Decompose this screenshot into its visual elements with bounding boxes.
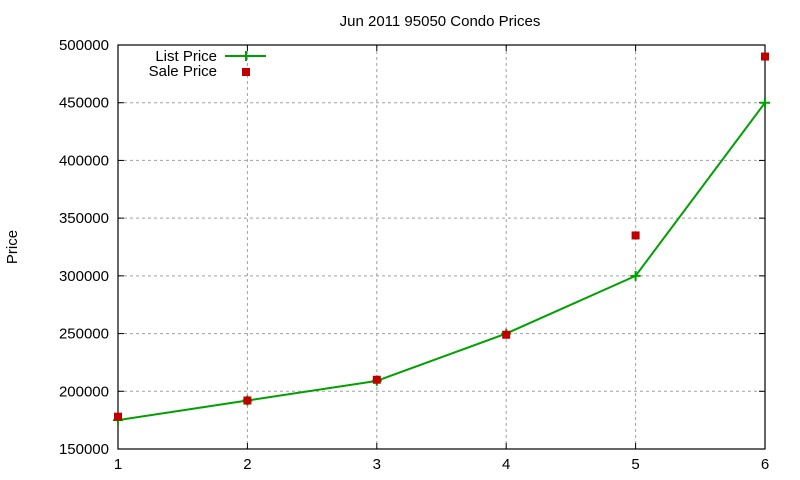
- list-price-line: [117, 102, 766, 422]
- series: [113, 52, 770, 426]
- sale-price-point: [114, 412, 122, 421]
- x-tick-label: 2: [243, 456, 251, 473]
- y-tick-label: 400000: [59, 152, 109, 169]
- sale-price-point: [502, 330, 511, 339]
- x-tick-label: 6: [761, 456, 769, 473]
- y-tick-label: 350000: [59, 210, 109, 227]
- sale-price-point: [372, 375, 381, 384]
- y-axis-label: Price: [4, 230, 21, 264]
- sale-price-point: [243, 396, 252, 405]
- x-tick-label: 5: [631, 456, 639, 473]
- y-tick-label: 250000: [59, 326, 109, 343]
- legend-list-price-label: List Price: [155, 48, 217, 65]
- plot-border: [117, 44, 766, 450]
- legend: List Price Sale Price: [149, 48, 266, 80]
- legend-sale-price-label: Sale Price: [149, 63, 217, 80]
- list-price-point: [630, 270, 641, 281]
- legend-sale-price-square-icon: [242, 68, 250, 76]
- grid: [118, 45, 765, 449]
- chart-title: Jun 2011 95050 Condo Prices: [340, 13, 541, 30]
- sale-price-point: [761, 52, 769, 61]
- y-tick-label: 300000: [59, 268, 109, 285]
- y-tick-label: 450000: [59, 95, 109, 112]
- x-tick-label: 4: [502, 456, 510, 473]
- x-tick-label: 3: [373, 456, 381, 473]
- sale-price-point: [631, 231, 640, 240]
- axes: 1500002000002500003000003500004000004500…: [59, 37, 769, 473]
- legend-list-price-cross-icon: [241, 51, 251, 61]
- y-tick-label: 150000: [59, 441, 109, 458]
- list-price-point: [760, 97, 770, 108]
- x-tick-label: 1: [114, 456, 122, 473]
- y-tick-label: 200000: [59, 383, 109, 400]
- y-tick-label: 500000: [59, 37, 109, 54]
